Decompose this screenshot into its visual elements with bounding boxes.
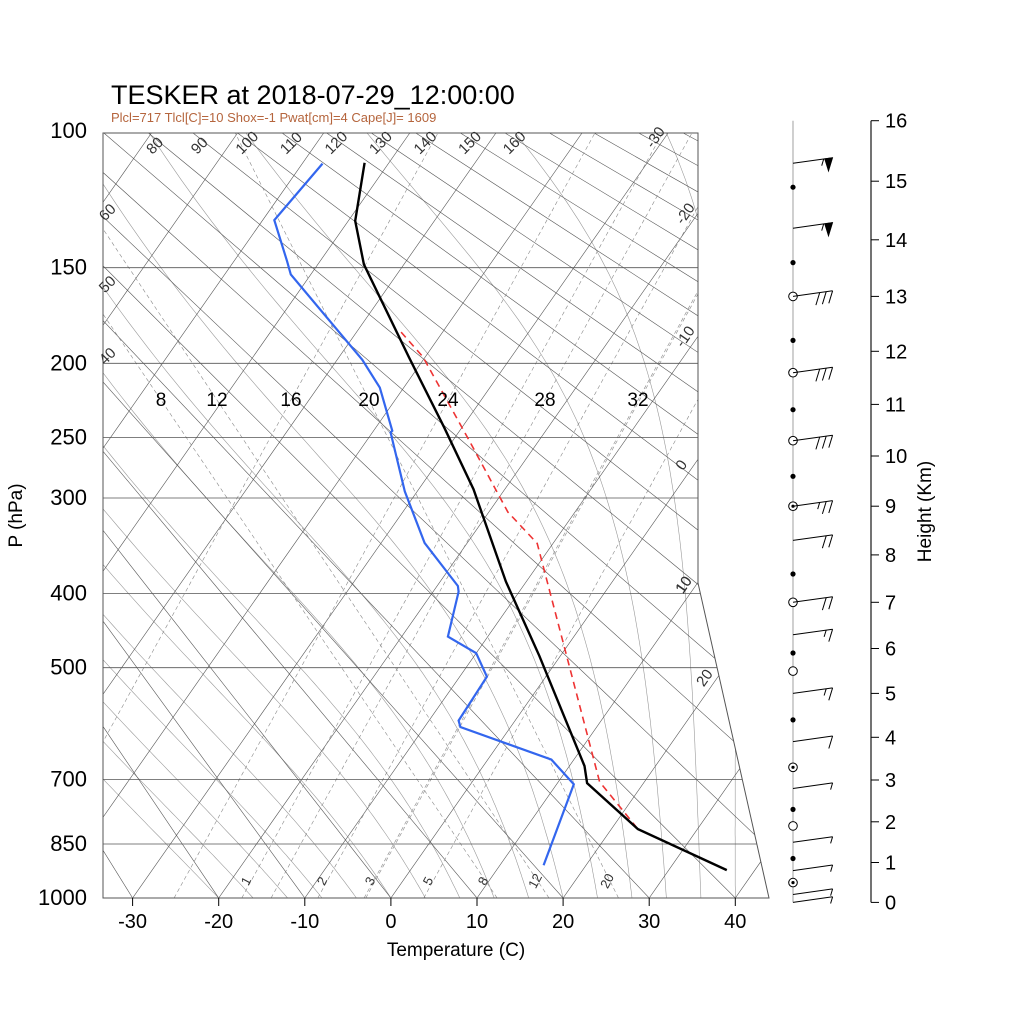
svg-text:16: 16 (885, 111, 907, 133)
svg-text:0: 0 (885, 892, 896, 914)
svg-text:10: 10 (466, 911, 488, 933)
svg-text:11: 11 (885, 394, 906, 416)
svg-text:700: 700 (50, 767, 87, 792)
svg-text:28: 28 (534, 390, 555, 411)
svg-text:1: 1 (238, 874, 255, 887)
svg-text:13: 13 (885, 286, 907, 308)
svg-text:0: 0 (672, 457, 691, 474)
svg-text:3: 3 (885, 770, 896, 792)
svg-text:4: 4 (885, 727, 896, 749)
svg-text:16: 16 (280, 390, 301, 411)
svg-text:24: 24 (437, 390, 459, 411)
svg-text:6: 6 (885, 639, 896, 661)
svg-text:8: 8 (475, 874, 492, 887)
svg-text:20: 20 (693, 666, 716, 689)
svg-text:8: 8 (885, 545, 896, 567)
svg-text:12: 12 (206, 390, 227, 411)
svg-text:150: 150 (50, 255, 87, 280)
svg-text:TESKER at 2018-07-29_12:00:00: TESKER at 2018-07-29_12:00:00 (111, 80, 515, 110)
svg-text:40: 40 (96, 345, 120, 369)
svg-text:300: 300 (50, 485, 87, 510)
svg-text:5: 5 (885, 683, 896, 705)
svg-text:0: 0 (385, 911, 396, 933)
svg-text:10: 10 (885, 446, 907, 468)
svg-text:-10: -10 (290, 911, 319, 933)
svg-text:2: 2 (314, 874, 331, 887)
svg-text:20: 20 (597, 871, 617, 891)
svg-text:30: 30 (638, 911, 660, 933)
svg-text:P (hPa): P (hPa) (6, 483, 27, 547)
svg-text:40: 40 (724, 911, 746, 933)
svg-text:32: 32 (627, 390, 648, 411)
svg-text:100: 100 (50, 118, 87, 143)
svg-text:7: 7 (885, 592, 896, 614)
svg-text:2: 2 (885, 812, 896, 834)
svg-text:20: 20 (358, 390, 379, 411)
svg-text:1: 1 (885, 853, 896, 875)
svg-text:250: 250 (50, 424, 87, 449)
svg-text:-20: -20 (204, 911, 233, 933)
svg-text:200: 200 (50, 350, 87, 375)
svg-text:400: 400 (50, 581, 87, 606)
svg-text:50: 50 (96, 273, 120, 297)
svg-text:9: 9 (885, 496, 896, 518)
svg-text:15: 15 (885, 171, 907, 193)
svg-text:Height (Km): Height (Km) (915, 461, 936, 562)
svg-text:Plcl=717 Tlcl[C]=10 Shox=-1 Pw: Plcl=717 Tlcl[C]=10 Shox=-1 Pwat[cm]=4 C… (111, 110, 436, 125)
svg-text:12: 12 (885, 341, 907, 363)
svg-text:5: 5 (420, 874, 437, 887)
svg-text:-30: -30 (118, 911, 147, 933)
svg-text:8: 8 (156, 390, 167, 411)
svg-text:Temperature (C): Temperature (C) (387, 940, 525, 961)
svg-text:14: 14 (885, 230, 907, 252)
svg-text:20: 20 (552, 911, 574, 933)
svg-text:-10: -10 (672, 323, 698, 351)
svg-text:1000: 1000 (38, 885, 87, 910)
svg-text:850: 850 (50, 831, 87, 856)
svg-text:-20: -20 (672, 200, 698, 228)
svg-text:90: 90 (188, 134, 212, 158)
svg-text:500: 500 (50, 655, 87, 680)
